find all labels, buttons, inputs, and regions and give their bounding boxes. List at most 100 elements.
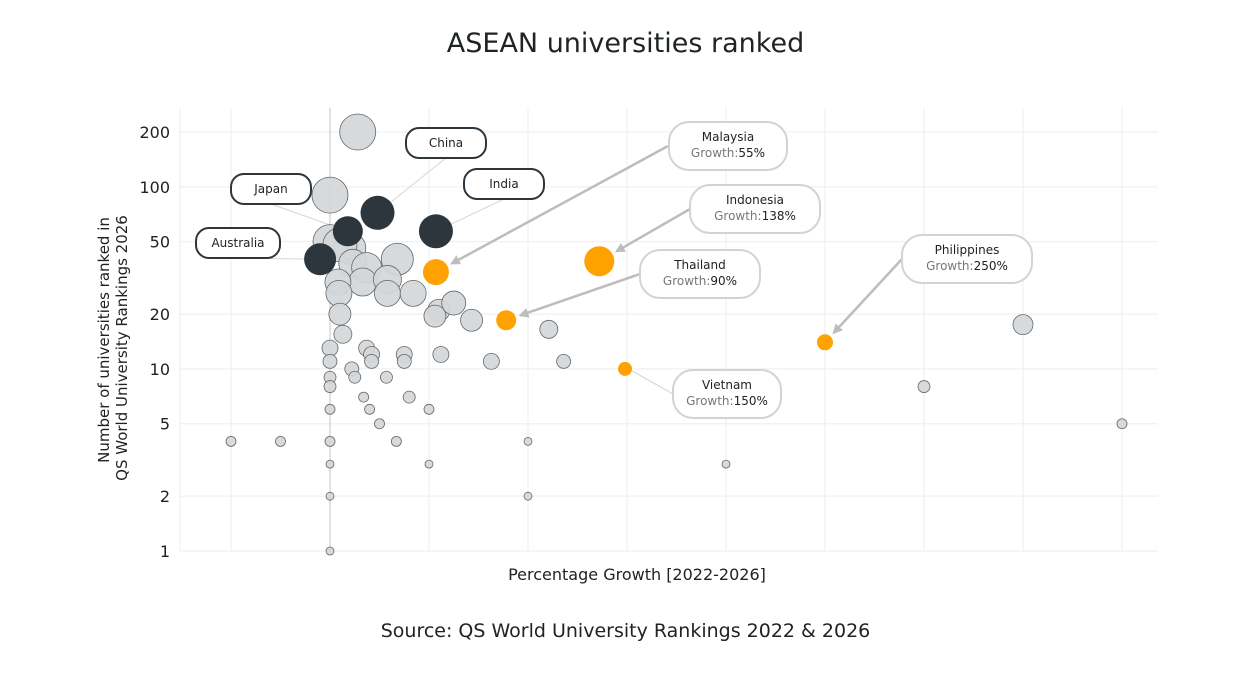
y-tick-label: 50 (150, 233, 170, 252)
comparison-point-india (418, 214, 453, 249)
callout-label-india: India (489, 177, 518, 191)
connector-line (631, 370, 674, 395)
arrow-indonesia (614, 207, 691, 253)
callout-box (639, 249, 761, 299)
callout-box (689, 184, 821, 234)
country-point (380, 370, 393, 384)
callout-label-philippines: Philippines (935, 243, 1000, 257)
country-point (348, 267, 378, 297)
callout-box (463, 168, 545, 200)
growth-prefix: Growth: (663, 274, 710, 288)
country-point (275, 435, 286, 447)
country-point (460, 308, 483, 332)
growth-value: 250% (974, 259, 1008, 273)
x-axis-label: Percentage Growth [2022-2026] (508, 565, 766, 584)
asean-point-thailand (496, 310, 517, 331)
y-tick-label: 10 (150, 360, 170, 379)
country-point (1116, 418, 1128, 430)
asean-point-malaysia (422, 259, 449, 286)
country-point (348, 370, 362, 384)
callout-label-australia: Australia (211, 236, 264, 250)
callout-label-thailand: Thailand (673, 258, 726, 272)
data-points (225, 113, 1128, 556)
growth-prefix: Growth: (686, 394, 733, 408)
country-point (523, 436, 533, 446)
growth-value: 138% (762, 209, 796, 223)
country-point (364, 403, 376, 415)
comparison-point-japan (332, 216, 363, 247)
y-tick-label: 20 (150, 305, 170, 324)
country-point (325, 279, 353, 307)
country-point (324, 435, 336, 447)
country-point (402, 390, 416, 404)
country-point (321, 339, 339, 357)
callout-label-vietnam: Vietnam (702, 378, 752, 392)
growth-prefix: Growth: (691, 146, 738, 160)
country-point (323, 380, 337, 393)
country-point (441, 290, 467, 316)
country-point (333, 324, 353, 344)
country-point (325, 459, 335, 469)
country-point (1012, 314, 1034, 336)
country-point (311, 176, 349, 214)
y-tick-label: 100 (139, 178, 170, 197)
callout-label-indonesia: Indonesia (726, 193, 784, 207)
y-tick-label: 200 (139, 123, 170, 142)
country-point (917, 380, 931, 393)
country-point (396, 353, 412, 369)
comparison-point-australia (304, 243, 337, 276)
country-point (225, 435, 237, 447)
growth-prefix: Growth: (926, 259, 973, 273)
arrow-philippines (832, 258, 903, 335)
country-point (390, 435, 402, 447)
asean-point-vietnam (618, 361, 633, 376)
growth-value: 90% (710, 274, 737, 288)
country-point (374, 279, 401, 307)
callout-box (405, 127, 487, 159)
callout-box (195, 227, 281, 259)
y-tick-label: 2 (160, 487, 170, 506)
country-point (539, 319, 559, 339)
country-point (364, 353, 379, 369)
y-tick-label: 1 (160, 542, 170, 561)
y-axis: 1 2 5 10 20 50 100 200 (139, 123, 170, 561)
country-point (424, 459, 434, 469)
callout-box (230, 173, 312, 205)
country-point (328, 302, 352, 326)
y-tick-label: 5 (160, 415, 170, 434)
country-point (423, 403, 435, 415)
callout-growth-vietnam: Growth:150% (686, 394, 768, 408)
country-callouts: China India Japan Australia Malaysia Growth:5… (195, 121, 1033, 419)
country-point (374, 418, 385, 430)
country-point (556, 353, 572, 369)
country-point (482, 352, 500, 370)
country-point (324, 403, 336, 415)
chart-title: ASEAN universities ranked (446, 28, 805, 59)
country-point (423, 304, 447, 328)
callout-growth-philippines: Growth:250% (926, 259, 1008, 273)
country-point (325, 546, 335, 556)
callout-growth-malaysia: Growth:55% (691, 146, 765, 160)
y-axis-label-line2: QS World University Rankings 2026 (113, 215, 131, 481)
callout-label-malaysia: Malaysia (702, 130, 754, 144)
growth-value: 150% (734, 394, 768, 408)
country-point (339, 113, 377, 151)
country-point (358, 391, 370, 403)
country-point (721, 459, 731, 469)
arrow-malaysia (449, 144, 669, 265)
country-point (432, 346, 450, 363)
arrow-thailand (518, 272, 641, 318)
grid (179, 108, 1158, 552)
y-axis-label-line1: Number of universities ranked in (95, 217, 113, 463)
country-point (322, 353, 338, 369)
country-point (399, 279, 427, 307)
country-point (523, 491, 533, 501)
comparison-point-china (360, 195, 395, 230)
callout-growth-indonesia: Growth:138% (714, 209, 796, 223)
callout-box (672, 369, 782, 419)
asean-point-philippines (817, 334, 833, 351)
callout-label-japan: Japan (253, 182, 287, 196)
callout-label-china: China (429, 136, 463, 150)
callout-box (668, 121, 788, 171)
